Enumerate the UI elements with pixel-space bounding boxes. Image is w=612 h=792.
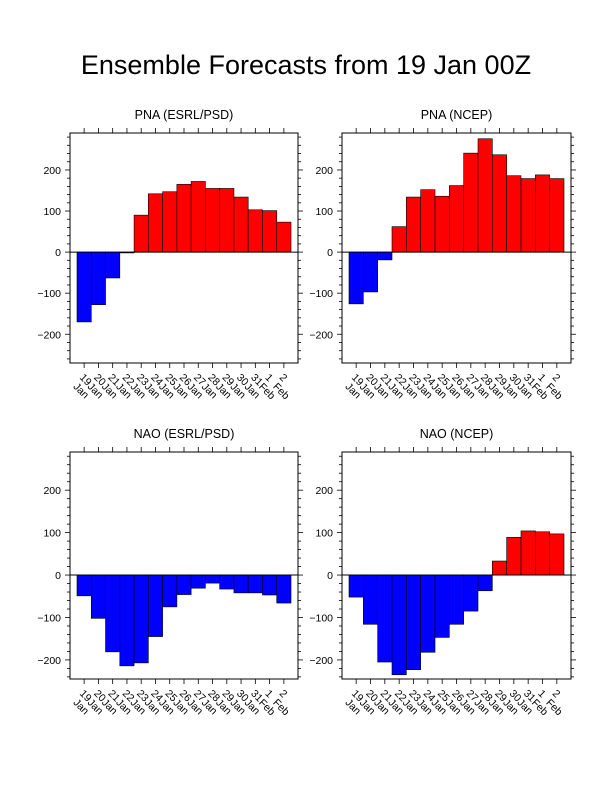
bar	[535, 174, 550, 253]
bar	[549, 178, 565, 253]
bar	[262, 574, 278, 596]
y-tick-label: 200	[315, 165, 333, 177]
bar	[449, 574, 464, 625]
bar	[420, 189, 436, 253]
bar	[506, 175, 522, 253]
page-title: Ensemble Forecasts from 19 Jan 00Z	[80, 50, 532, 80]
bar	[190, 181, 206, 253]
bar	[463, 574, 479, 612]
bar	[391, 574, 407, 676]
bar	[377, 574, 393, 663]
bar	[176, 574, 192, 595]
bar	[363, 251, 378, 293]
chart-nao-ncep: NAO (NCEP)−200−100010020019Jan20Jan21Jan…	[309, 427, 576, 718]
y-tick-label: −100	[37, 612, 61, 624]
x-tick-label-month: Feb	[270, 381, 291, 402]
y-tick-label: 0	[55, 247, 61, 259]
bar	[205, 188, 220, 253]
bar	[549, 533, 565, 576]
bar	[76, 574, 92, 597]
y-tick-label: −200	[37, 655, 61, 667]
bar	[449, 185, 464, 253]
bar	[535, 531, 550, 576]
bar	[148, 193, 163, 253]
y-tick-label: 0	[327, 247, 333, 259]
bar	[176, 184, 192, 253]
bar	[205, 574, 220, 584]
bar	[520, 530, 536, 576]
bar	[477, 138, 493, 253]
bar	[219, 574, 235, 590]
y-tick-label: 100	[43, 206, 61, 218]
y-tick-label: −200	[309, 329, 333, 341]
bar	[276, 574, 292, 604]
bar	[233, 574, 249, 594]
bar	[119, 574, 135, 667]
y-tick-label: 100	[315, 206, 333, 218]
y-tick-label: 200	[43, 165, 61, 177]
y-tick-label: 0	[55, 570, 61, 582]
bar	[133, 574, 149, 664]
y-tick-label: 200	[43, 485, 61, 497]
bar	[492, 154, 507, 253]
y-tick-label: −200	[37, 329, 61, 341]
y-tick-label: −100	[309, 288, 333, 300]
bar	[90, 251, 106, 305]
bar	[477, 574, 493, 592]
chart-pna-ncep: PNA (NCEP)−200−100010020019Jan20Jan21Jan…	[309, 108, 576, 402]
bar	[348, 251, 364, 305]
plot-frame	[69, 451, 299, 680]
chart-title: PNA (ESRL/PSD)	[135, 108, 234, 122]
bar	[463, 152, 479, 253]
bar	[262, 210, 278, 253]
y-tick-label: 100	[43, 528, 61, 540]
bar	[105, 574, 121, 653]
x-tick-label-month: Feb	[543, 697, 564, 718]
chart-pna-esrl: PNA (ESRL/PSD)−200−100010020019Jan20Jan2…	[37, 108, 303, 402]
bar	[105, 251, 121, 279]
y-tick-label: 200	[315, 485, 333, 497]
bar	[434, 574, 450, 638]
bar	[162, 574, 178, 608]
bar	[406, 574, 421, 670]
bar	[76, 251, 92, 323]
bar	[520, 178, 536, 253]
chart-title: PNA (NCEP)	[421, 108, 493, 122]
bar	[406, 196, 421, 253]
y-tick-label: 100	[315, 528, 333, 540]
y-tick-label: −200	[309, 655, 333, 667]
bar	[233, 196, 249, 253]
bar	[90, 574, 106, 619]
bar	[162, 191, 178, 253]
bar	[492, 560, 507, 576]
bar	[247, 574, 263, 594]
bar	[190, 574, 206, 589]
bar	[348, 574, 364, 598]
x-tick-label-month: Feb	[543, 381, 564, 402]
bar	[247, 209, 263, 253]
chart-title: NAO (NCEP)	[420, 427, 494, 441]
bar	[377, 251, 393, 261]
y-tick-label: −100	[37, 288, 61, 300]
y-tick-label: −100	[309, 612, 333, 624]
chart-title: NAO (ESRL/PSD)	[134, 427, 235, 441]
bar	[276, 221, 292, 253]
x-tick-label-month: Feb	[270, 697, 291, 718]
bar	[420, 574, 436, 653]
bar	[391, 226, 407, 253]
y-tick-label: 0	[327, 570, 333, 582]
bar	[148, 574, 163, 637]
bar	[219, 188, 235, 253]
chart-nao-esrl: NAO (ESRL/PSD)−200−100010020019Jan20Jan2…	[37, 427, 303, 718]
bar	[133, 214, 149, 253]
bar	[506, 536, 522, 576]
bar	[363, 574, 378, 625]
bar	[434, 195, 450, 253]
